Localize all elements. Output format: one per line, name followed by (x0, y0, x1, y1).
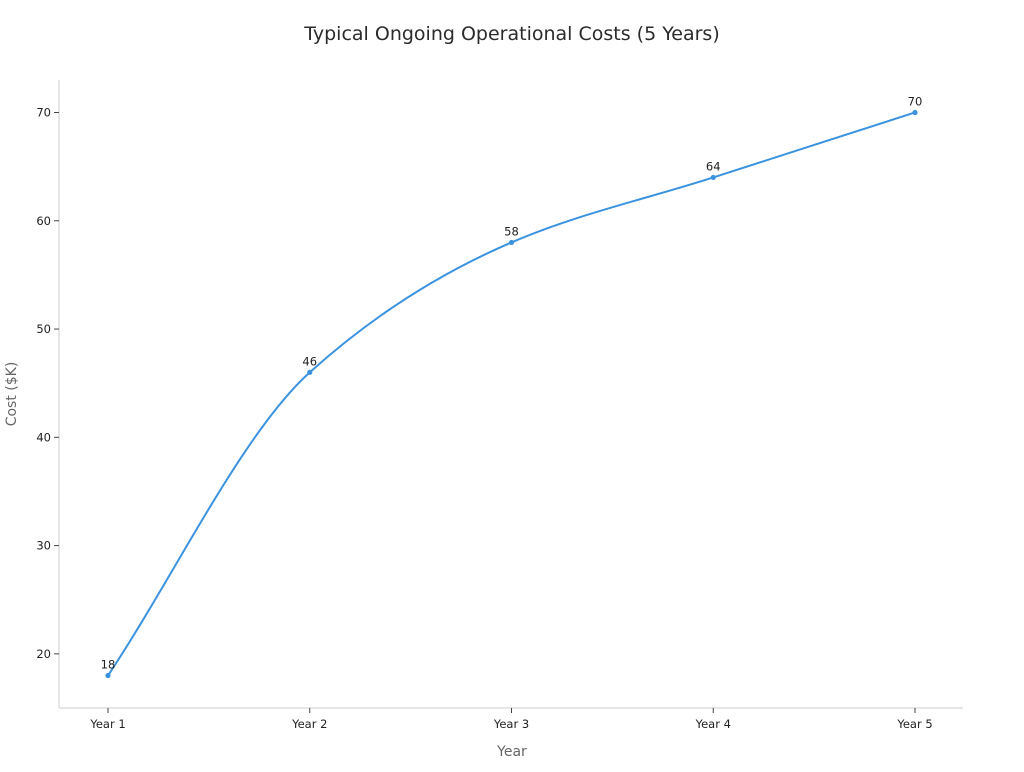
data-point (710, 174, 716, 181)
axes (58, 80, 963, 709)
y-tick-label: 50 (36, 322, 51, 336)
x-tick-label: Year 2 (291, 717, 327, 731)
chart-title: Typical Ongoing Operational Costs (5 Yea… (303, 23, 720, 45)
data-point (307, 369, 313, 375)
x-tick-label: Year 5 (896, 717, 932, 731)
series-group: 18 46 58 64 70 (101, 94, 923, 679)
x-tick-label: Year 4 (695, 717, 731, 731)
x-tick-label: Year 1 (89, 717, 125, 731)
x-axis-ticks: Year 1 Year 2 Year 3 Year 4 Year 5 (89, 708, 933, 731)
x-axis-label: Year (496, 744, 527, 760)
data-point (912, 109, 918, 116)
data-label: 70 (908, 94, 923, 108)
data-label: 46 (302, 354, 317, 368)
y-axis-ticks: 20 30 40 50 60 70 (36, 105, 59, 661)
y-tick-label: 40 (36, 430, 51, 444)
y-tick-label: 60 (36, 214, 51, 228)
data-label: 18 (101, 658, 116, 672)
y-tick-label: 20 (36, 647, 51, 661)
y-axis-label: Cost ($K) (4, 362, 20, 427)
data-point (508, 239, 515, 246)
series-line (107, 111, 916, 677)
data-point (105, 672, 111, 679)
y-tick-label: 30 (36, 539, 51, 553)
data-label: 58 (504, 224, 519, 238)
y-tick-label: 70 (36, 105, 51, 119)
x-tick-label: Year 3 (493, 717, 529, 731)
data-label: 64 (706, 159, 721, 173)
